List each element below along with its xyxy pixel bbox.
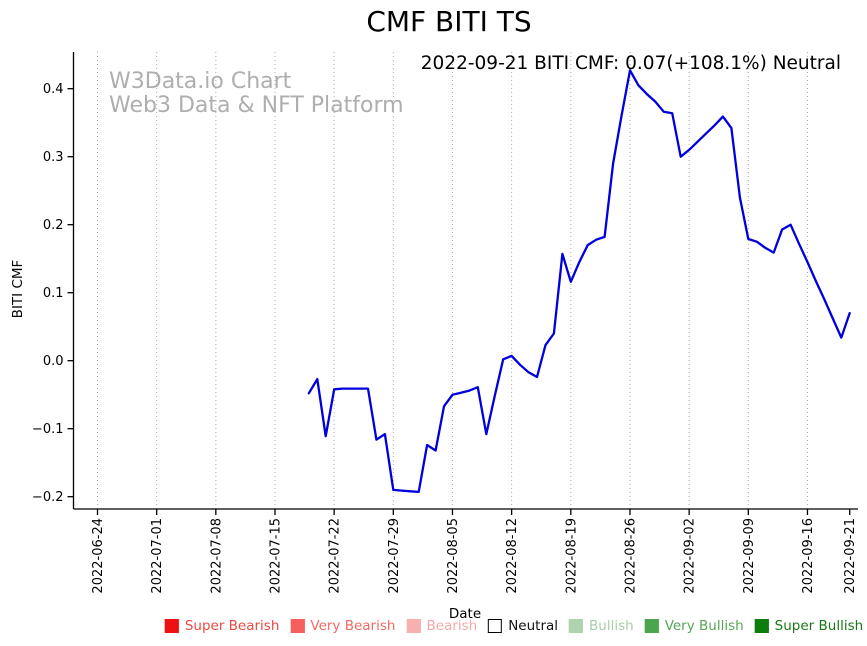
x-tick-label: 2022-09-09	[742, 518, 757, 594]
latest-value-annotation: 2022-09-21 BITI CMF: 0.07(+108.1%) Neutr…	[420, 53, 841, 74]
legend-label: Super Bullish	[774, 618, 864, 634]
legend-swatch-icon	[644, 619, 659, 633]
legend-swatch-icon	[569, 619, 584, 633]
chart-title: CMF BITI TS	[366, 5, 532, 38]
x-tick-label: 2022-09-02	[683, 518, 698, 594]
legend-label: Very Bullish	[664, 618, 744, 634]
legend-label: Very Bearish	[310, 618, 396, 634]
legend-item-super-bearish: Super Bearish	[164, 618, 280, 634]
x-tick-label: 2022-09-21	[843, 518, 858, 594]
y-tick-label: 0.1	[43, 286, 64, 301]
y-tick-label: 0.3	[43, 150, 64, 165]
legend-label: Bullish	[589, 618, 634, 634]
watermark-line1: W3Data.io Chart	[109, 69, 292, 94]
x-tick-label: 2022-08-05	[446, 518, 461, 594]
y-tick-label: −0.1	[32, 422, 64, 437]
legend-label: Bearish	[426, 618, 478, 634]
x-tick-label: 2022-09-16	[801, 518, 816, 594]
y-tick-label: 0.4	[43, 82, 64, 97]
x-axis-label: Date	[448, 606, 482, 622]
legend-swatch-icon	[406, 619, 421, 633]
y-tick-label: 0.0	[43, 354, 64, 369]
y-axis-label: BITI CMF	[10, 259, 26, 319]
legend-swatch-icon	[290, 619, 305, 633]
cmf-line	[307, 69, 851, 494]
legend-swatch-icon	[164, 619, 179, 633]
legend-item-bearish: Bearish	[406, 618, 477, 634]
legend-item-very-bearish: Very Bearish	[290, 618, 395, 634]
x-tick-label: 2022-08-26	[623, 518, 638, 594]
x-tick-label: 2022-07-01	[150, 518, 165, 594]
legend-item-super-bullish: Super Bullish	[754, 618, 864, 634]
y-tick-label: −0.2	[32, 490, 64, 505]
x-tick-label: 2022-07-29	[387, 518, 402, 594]
x-tick-label: 2022-07-22	[328, 518, 343, 594]
legend-swatch-icon	[754, 619, 769, 633]
legend-swatch-icon	[488, 619, 503, 633]
x-tick-label: 2022-07-15	[268, 518, 283, 594]
legend-label: Neutral	[508, 618, 559, 634]
watermark-line2: Web3 Data & NFT Platform	[109, 93, 404, 118]
legend-item-bullish: Bullish	[569, 618, 634, 634]
legend-item-neutral: Neutral	[488, 618, 558, 634]
x-tick-label: 2022-08-12	[505, 518, 520, 594]
legend-label: Super Bearish	[184, 618, 280, 634]
x-tick-label: 2022-06-24	[91, 518, 106, 594]
legend: Super Bearish Very Bearish Bearish Neutral B…	[164, 618, 864, 634]
x-tick-label: 2022-08-19	[564, 518, 579, 594]
y-tick-label: 0.2	[43, 218, 64, 233]
watermark: W3Data.io Chart Web3 Data & NFT Platform	[109, 70, 404, 118]
legend-item-very-bullish: Very Bullish	[644, 618, 744, 634]
x-tick-label: 2022-07-08	[209, 518, 224, 594]
